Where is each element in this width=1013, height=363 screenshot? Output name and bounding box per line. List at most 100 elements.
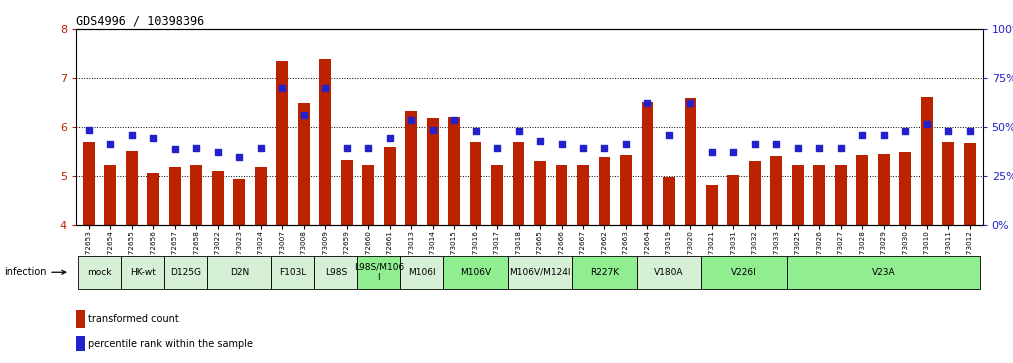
Bar	[405, 111, 417, 225]
Point	[790, 145, 806, 151]
Bar	[470, 142, 481, 225]
Bar	[878, 154, 889, 225]
Point	[704, 149, 720, 155]
Point	[296, 112, 312, 118]
Point	[940, 129, 956, 134]
Point	[145, 135, 161, 141]
Point	[833, 145, 849, 151]
Bar	[900, 152, 911, 225]
FancyBboxPatch shape	[122, 256, 164, 289]
Point	[167, 146, 183, 152]
Bar	[771, 156, 782, 225]
Point	[898, 129, 914, 134]
Point	[102, 141, 119, 147]
Point	[639, 99, 655, 105]
Bar	[76, 310, 85, 328]
Bar	[835, 165, 847, 225]
Point	[854, 132, 870, 138]
FancyBboxPatch shape	[637, 256, 701, 289]
Text: M106V/M124I: M106V/M124I	[510, 268, 570, 277]
Text: M106V: M106V	[460, 268, 491, 277]
Bar	[963, 143, 976, 225]
Point	[424, 127, 441, 132]
Text: GDS4996 / 10398396: GDS4996 / 10398396	[76, 15, 205, 28]
FancyBboxPatch shape	[400, 256, 444, 289]
Point	[768, 141, 784, 147]
Point	[919, 121, 935, 127]
Bar	[298, 102, 310, 225]
Bar	[534, 161, 546, 225]
Bar	[749, 161, 761, 225]
Bar	[792, 165, 803, 225]
FancyBboxPatch shape	[572, 256, 637, 289]
Point	[275, 85, 291, 91]
Point	[231, 155, 247, 160]
Text: F103L: F103L	[280, 268, 307, 277]
FancyBboxPatch shape	[358, 256, 400, 289]
FancyBboxPatch shape	[701, 256, 787, 289]
Bar	[620, 155, 632, 225]
Text: V180A: V180A	[654, 268, 684, 277]
Bar	[126, 151, 138, 225]
Point	[360, 145, 376, 151]
Text: V226I: V226I	[731, 268, 757, 277]
Point	[747, 141, 763, 147]
Bar	[641, 102, 653, 225]
Point	[660, 132, 677, 138]
FancyBboxPatch shape	[787, 256, 981, 289]
Point	[811, 145, 828, 151]
FancyBboxPatch shape	[164, 256, 207, 289]
Point	[618, 141, 634, 147]
Bar	[577, 165, 589, 225]
Bar	[148, 173, 159, 225]
Bar	[426, 118, 439, 225]
Bar	[727, 175, 739, 225]
Point	[961, 129, 978, 134]
Bar	[599, 158, 611, 225]
Point	[382, 135, 398, 141]
Bar	[813, 165, 826, 225]
Point	[532, 138, 548, 144]
Point	[597, 145, 613, 151]
Text: D2N: D2N	[230, 268, 249, 277]
Bar	[664, 177, 675, 225]
Text: V23A: V23A	[872, 268, 895, 277]
Point	[446, 117, 462, 123]
Text: M106I: M106I	[408, 268, 436, 277]
FancyBboxPatch shape	[314, 256, 358, 289]
Point	[252, 145, 268, 151]
Point	[875, 132, 891, 138]
Bar	[555, 165, 567, 225]
Text: L98S: L98S	[325, 268, 347, 277]
Bar	[384, 147, 395, 225]
Bar	[448, 117, 460, 225]
Bar	[76, 337, 85, 351]
Bar	[685, 98, 696, 225]
Bar	[363, 165, 374, 225]
Text: percentile rank within the sample: percentile rank within the sample	[88, 339, 253, 348]
Bar	[856, 155, 868, 225]
Bar	[169, 167, 180, 225]
Bar	[706, 185, 718, 225]
Text: transformed count: transformed count	[88, 314, 179, 324]
Bar	[921, 97, 933, 225]
Point	[124, 132, 140, 138]
Bar	[277, 61, 288, 225]
Bar	[942, 142, 954, 225]
Point	[575, 145, 592, 151]
Bar	[319, 60, 331, 225]
Point	[725, 149, 742, 155]
Text: L98S/M106
I: L98S/M106 I	[354, 262, 404, 282]
Point	[683, 99, 699, 105]
Text: D125G: D125G	[170, 268, 201, 277]
FancyBboxPatch shape	[271, 256, 314, 289]
Bar	[255, 167, 266, 225]
Text: mock: mock	[87, 268, 111, 277]
Bar	[340, 160, 353, 225]
Point	[467, 129, 483, 134]
Point	[338, 145, 355, 151]
Bar	[491, 165, 503, 225]
Point	[81, 127, 97, 132]
Point	[210, 149, 226, 155]
Bar	[104, 165, 116, 225]
